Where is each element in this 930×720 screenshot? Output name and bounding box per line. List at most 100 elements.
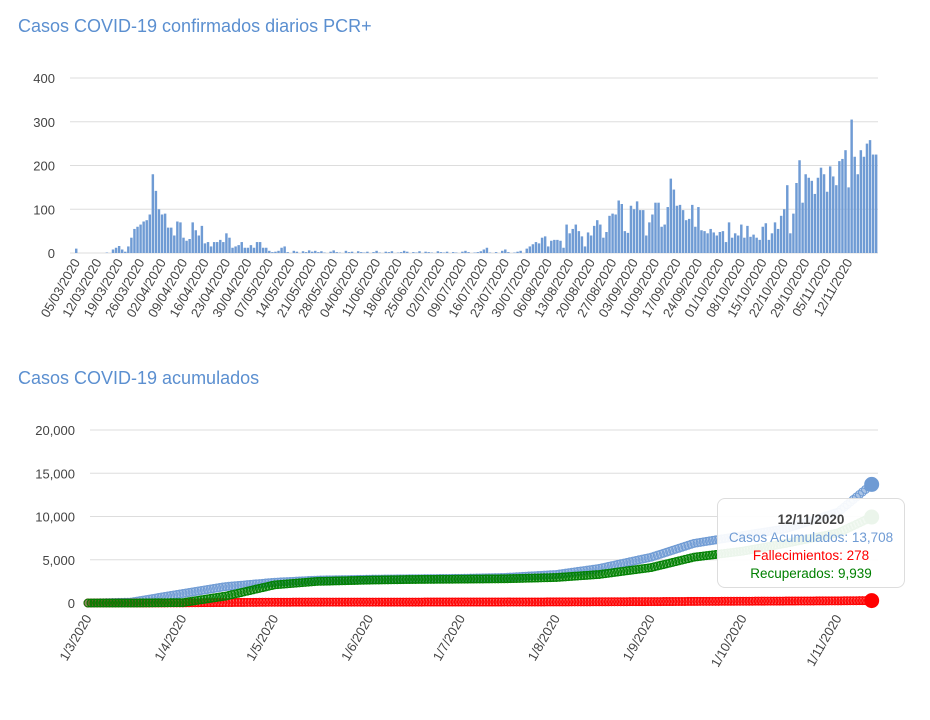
data-point: [821, 596, 831, 606]
data-point: [441, 597, 451, 607]
bar: [249, 245, 253, 253]
y-tick-label: 15,000: [35, 466, 75, 481]
data-point: [386, 597, 396, 607]
bar: [801, 202, 804, 253]
bar: [623, 231, 627, 253]
bar: [553, 239, 556, 253]
data-point: [429, 574, 439, 584]
data-point: [319, 576, 329, 586]
tooltip-date: 12/11/2020: [777, 512, 845, 527]
data-point: [864, 593, 880, 609]
bar: [786, 185, 789, 253]
bar: [611, 213, 614, 253]
data-point: [671, 596, 681, 606]
bar: [215, 242, 219, 253]
data-point: [377, 575, 387, 585]
x-tick-label: 1/11/2020: [803, 612, 844, 669]
data-point: [839, 596, 849, 606]
bar: [776, 228, 780, 253]
bar: [850, 119, 853, 253]
data-point: [606, 597, 616, 607]
bar: [727, 222, 731, 253]
bar: [648, 222, 651, 253]
data-point: [505, 597, 515, 607]
data-point: [649, 597, 659, 607]
data-point: [778, 596, 788, 606]
bar: [740, 224, 743, 253]
data-point: [557, 597, 567, 607]
bar: [418, 251, 421, 253]
data-point: [772, 596, 782, 606]
data-point: [426, 597, 436, 607]
data-point: [619, 597, 629, 607]
bar: [145, 220, 148, 253]
data-point: [245, 597, 255, 607]
data-point: [591, 597, 601, 607]
y-tick-label: 200: [33, 159, 55, 174]
data-point: [809, 596, 819, 606]
data-point: [331, 576, 341, 586]
bar: [283, 246, 286, 253]
data-point: [689, 596, 699, 606]
data-point: [564, 597, 574, 607]
bar: [546, 246, 550, 253]
bar: [862, 156, 866, 253]
bar: [675, 205, 679, 253]
data-point: [456, 574, 466, 584]
bar: [179, 222, 182, 253]
bar: [642, 210, 645, 253]
bar: [507, 252, 510, 253]
bar: [844, 150, 847, 253]
data-point: [95, 598, 105, 608]
data-point: [117, 598, 127, 608]
data-point: [680, 596, 690, 606]
data-point: [447, 574, 457, 584]
bar: [562, 247, 565, 253]
data-point: [692, 596, 702, 606]
bar: [586, 232, 590, 253]
data-point: [469, 574, 479, 584]
data-point: [515, 573, 525, 583]
bar: [504, 249, 507, 253]
bar: [136, 226, 139, 253]
data-point: [460, 597, 470, 607]
data-point: [793, 596, 803, 606]
data-point: [738, 596, 748, 606]
bar: [568, 233, 571, 253]
data-point: [306, 597, 316, 607]
bar: [185, 240, 188, 253]
bar: [620, 204, 624, 253]
data-point: [322, 597, 332, 607]
data-point: [836, 596, 846, 606]
data-point: [845, 596, 855, 606]
data-point: [355, 597, 365, 607]
bar: [798, 160, 801, 253]
bar: [678, 204, 682, 253]
data-point: [166, 598, 176, 608]
data-point: [395, 597, 405, 607]
data-point: [120, 598, 130, 608]
data-point: [337, 576, 347, 586]
data-point: [781, 596, 791, 606]
y-tick-label: 0: [68, 596, 75, 611]
data-point: [135, 598, 145, 608]
data-point: [594, 597, 604, 607]
bar: [197, 235, 201, 253]
bar: [605, 232, 608, 253]
data-point: [588, 597, 598, 607]
bar: [804, 174, 807, 253]
bar: [540, 237, 544, 253]
data-point: [325, 576, 335, 586]
data-point: [349, 597, 359, 607]
bar: [712, 232, 715, 253]
bar: [176, 221, 179, 253]
bar: [255, 242, 259, 253]
bar: [743, 237, 746, 253]
data-point: [518, 597, 528, 607]
bar: [810, 180, 814, 253]
bar: [626, 232, 630, 253]
data-point: [313, 576, 323, 586]
bar: [501, 250, 504, 253]
bar: [666, 207, 669, 253]
data-point: [444, 597, 454, 607]
